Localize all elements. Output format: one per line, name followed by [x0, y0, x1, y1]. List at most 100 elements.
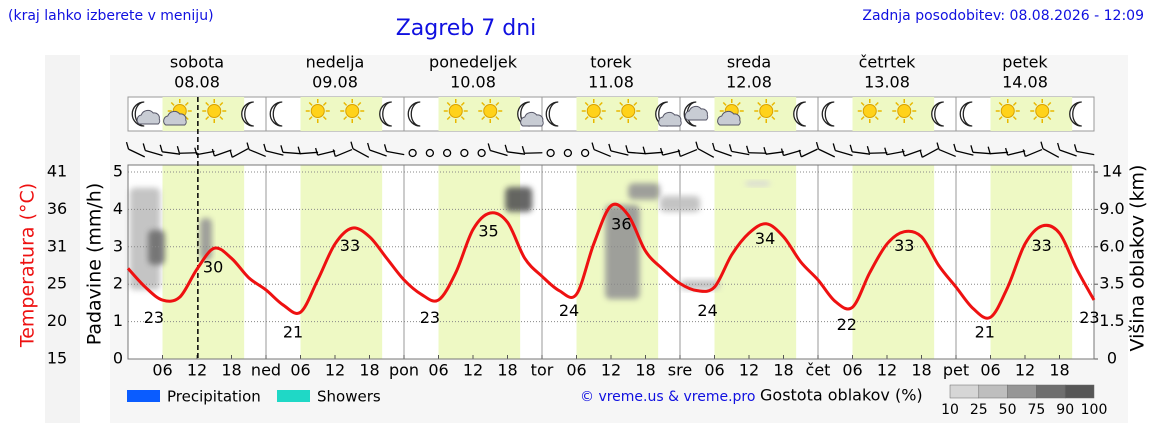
day-date: 14.08 [1002, 73, 1048, 92]
y-tick-label: 5 [113, 162, 123, 181]
temperature-label: 35 [478, 222, 498, 241]
sun-ray [757, 116, 762, 121]
wind-barb [282, 151, 301, 155]
sun-ray [895, 116, 900, 121]
cloud-blob [148, 229, 165, 265]
wind-barb [386, 150, 405, 156]
sun-ray [460, 101, 465, 106]
x-tick-label: 06 [980, 361, 1000, 380]
sun-ray [184, 101, 189, 106]
density-tick-label: 25 [970, 402, 988, 418]
sun-ray [909, 116, 914, 121]
wind-calm [460, 148, 469, 158]
legend-label: Precipitation [167, 388, 261, 406]
wind-barb [697, 148, 715, 158]
temperature-label: 24 [559, 301, 579, 320]
sun-icon [483, 104, 498, 118]
wind-barb [852, 151, 871, 155]
sun-ray [874, 116, 879, 121]
y3-tick-label: 3.5 [1099, 274, 1124, 293]
wind-barb [728, 144, 733, 152]
wind-barb [229, 150, 233, 158]
y2-tick-label: 36 [47, 199, 67, 218]
moon-icon [269, 101, 283, 127]
day-name: ponedeljek [429, 53, 518, 72]
temperature-label: 23 [1079, 308, 1099, 327]
cloud-icon [136, 109, 161, 125]
sun-ray [633, 116, 638, 121]
sun-ray [446, 116, 451, 121]
sun-icon [207, 104, 222, 118]
wind-barb [300, 151, 319, 155]
moon-icon [407, 101, 421, 127]
y3-tick-label: 14 [1102, 162, 1122, 181]
sun-ray [771, 116, 776, 121]
day-date: 10.08 [450, 73, 496, 92]
wind-barb [677, 149, 681, 157]
x-tick-label: 06 [428, 361, 448, 380]
sun-icon [1035, 104, 1050, 118]
wind-barb [884, 147, 888, 155]
temperature-label: 23 [420, 308, 440, 327]
wind-barb [695, 141, 699, 149]
wind-barb [314, 147, 319, 156]
sun-ray [909, 101, 914, 106]
x-tick-label: 18 [1049, 361, 1069, 380]
temperature-line [126, 202, 1096, 320]
x-tick-label: 06 [842, 361, 862, 380]
wind-barb [317, 150, 336, 156]
wind-barb [832, 143, 836, 151]
density-tick-label: 90 [1056, 402, 1074, 418]
sun-ray [357, 101, 362, 106]
sun-ray [598, 101, 603, 106]
x-tick-label: tor [531, 361, 554, 380]
day-date: 09.08 [312, 73, 358, 92]
moon-icon [1069, 101, 1082, 127]
density-swatch [1064, 384, 1095, 399]
wind-barb [248, 148, 266, 158]
sun-icon [310, 104, 325, 118]
wind-barb [798, 149, 802, 158]
cloud-blob [628, 183, 660, 200]
wind-barb [712, 142, 716, 151]
x-tick-label: pon [389, 361, 419, 380]
y-tick-label: 0 [113, 349, 123, 368]
x-tick-label: 12 [601, 361, 621, 380]
wind-barb [763, 146, 767, 155]
wind-barb [159, 144, 163, 153]
density-swatch [1007, 384, 1037, 399]
sun-ray [998, 116, 1003, 121]
wind-barb [1022, 149, 1026, 157]
wind-barb [1004, 147, 1009, 156]
temperature-label: 23 [144, 308, 164, 327]
x-tick-label: 18 [635, 361, 655, 380]
y-tick-label: 1 [113, 311, 123, 330]
sun-ray [584, 116, 589, 121]
wind-barb [919, 150, 923, 158]
wind-barb [196, 150, 215, 156]
x-tick-label: ned [251, 361, 281, 380]
wind-barb [297, 146, 301, 154]
wind-barb [608, 143, 612, 152]
day-date: 11.08 [588, 73, 634, 92]
sun-ray [1047, 116, 1052, 121]
x-tick-label: 12 [463, 361, 483, 380]
x-tick-label: 12 [877, 361, 897, 380]
moon-icon [821, 101, 835, 127]
temperature-label: 21 [975, 322, 995, 341]
x-tick-label: 06 [152, 361, 172, 380]
y3-tick-label: 0 [1107, 349, 1117, 368]
temperature-label: 21 [283, 322, 303, 341]
density-swatch [949, 384, 980, 399]
density-label: Gostota oblakov (%) [760, 386, 923, 405]
daylight-band [852, 165, 935, 359]
sun-ray [860, 116, 865, 121]
wind-barb [162, 151, 181, 155]
wind-barb [987, 146, 991, 154]
day-name: sobota [170, 53, 224, 72]
wind-barb [953, 143, 957, 152]
wind-barb [662, 150, 681, 156]
y3-axis-title: Višina oblakov (km) [1127, 165, 1149, 352]
credit: © vreme.us & vreme.pro [580, 389, 755, 405]
